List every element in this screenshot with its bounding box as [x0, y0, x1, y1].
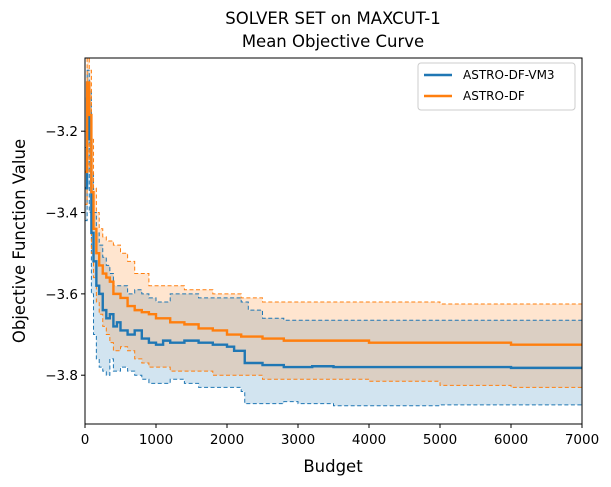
mean-curves	[85, 81, 582, 370]
x-tick-label: 0	[81, 432, 90, 448]
y-tick-label: −3.4	[45, 206, 78, 222]
x-tick-label: 1000	[139, 432, 173, 448]
x-axis-ticks: 0 1000 2000 3000 4000 5000 6000 7000	[81, 424, 599, 448]
x-tick-label: 3000	[281, 432, 315, 448]
y-tick-label: −3.6	[45, 287, 78, 303]
legend: ASTRO-DF-VM3 ASTRO-DF	[417, 62, 576, 111]
chart-subtitle: Mean Objective Curve	[242, 32, 424, 51]
lower-bound-astro-df	[85, 110, 582, 388]
mean-line-astro-df	[85, 81, 582, 346]
y-axis-ticks: −3.8 −3.6 −3.4 −3.2	[45, 124, 85, 384]
x-axis-label: Budget	[303, 457, 363, 476]
x-tick-label: 7000	[565, 432, 599, 448]
lower-bound-astro-df-vm3	[85, 130, 583, 407]
mean-line-astro-df-vm3	[85, 97, 582, 370]
confidence-bounds	[85, 57, 583, 407]
y-axis-label: Objective Function Value	[10, 139, 29, 343]
upper-bound-astro-df	[85, 57, 583, 307]
chart-title: SOLVER SET on MAXCUT-1	[225, 9, 441, 28]
x-tick-label: 6000	[494, 432, 528, 448]
upper-bound-astro-df-vm3	[85, 69, 582, 321]
confidence-bands	[85, 58, 582, 406]
y-tick-label: −3.8	[45, 368, 78, 384]
band-astro-df-vm3	[85, 70, 582, 406]
legend-label-astro-df-vm3: ASTRO-DF-VM3	[463, 68, 555, 82]
plot-frame	[84, 57, 583, 425]
legend-box	[417, 62, 576, 111]
x-tick-label: 2000	[210, 432, 244, 448]
x-tick-label: 5000	[423, 432, 457, 448]
band-astro-df	[85, 58, 582, 388]
y-tick-label: −3.2	[45, 124, 78, 140]
x-tick-label: 4000	[352, 432, 386, 448]
legend-label-astro-df: ASTRO-DF	[463, 89, 525, 103]
